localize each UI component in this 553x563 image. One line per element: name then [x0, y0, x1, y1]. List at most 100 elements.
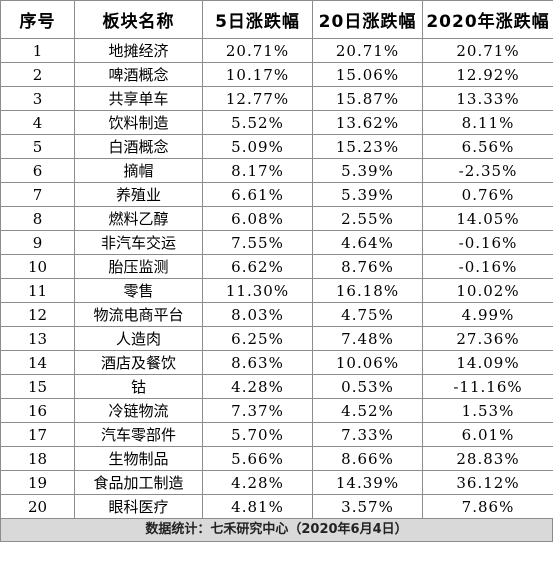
cell-5day-change: 6.62%: [202, 254, 313, 279]
cell-2020-change: 6.56%: [422, 134, 553, 159]
cell-20day-change: 4.52%: [312, 398, 423, 423]
cell-20day-change: 15.06%: [312, 62, 423, 87]
cell-index: 8: [0, 206, 75, 231]
cell-index: 9: [0, 230, 75, 255]
cell-sector-name: 汽车零部件: [74, 422, 203, 447]
cell-2020-change: -0.16%: [422, 254, 553, 279]
table-row: 15 钴 4.28% 0.53% -11.16%: [0, 374, 553, 399]
cell-index: 16: [0, 398, 75, 423]
cell-2020-change: 4.99%: [422, 302, 553, 327]
cell-5day-change: 7.55%: [202, 230, 313, 255]
cell-sector-name: 胎压监测: [74, 254, 203, 279]
cell-5day-change: 4.81%: [202, 494, 313, 519]
cell-5day-change: 8.63%: [202, 350, 313, 375]
cell-index: 17: [0, 422, 75, 447]
cell-index: 2: [0, 62, 75, 87]
cell-5day-change: 6.08%: [202, 206, 313, 231]
table-row: 20 眼科医疗 4.81% 3.57% 7.86%: [0, 494, 553, 519]
cell-5day-change: 8.03%: [202, 302, 313, 327]
table-body: 1 地摊经济 20.71% 20.71% 20.71% 2 啤酒概念 10.17% 15.06%…: [0, 38, 553, 519]
cell-5day-change: 8.17%: [202, 158, 313, 183]
table-row: 1 地摊经济 20.71% 20.71% 20.71%: [0, 38, 553, 63]
cell-sector-name: 物流电商平台: [74, 302, 203, 327]
cell-20day-change: 4.75%: [312, 302, 423, 327]
cell-5day-change: 12.77%: [202, 86, 313, 111]
cell-2020-change: 14.09%: [422, 350, 553, 375]
sector-performance-table: 序号 板块名称 5日涨跌幅 20日涨跌幅 2020年涨跌幅 1 地摊经济 20.71…: [0, 0, 553, 519]
cell-5day-change: 6.25%: [202, 326, 313, 351]
cell-2020-change: 12.92%: [422, 62, 553, 87]
table-row: 2 啤酒概念 10.17% 15.06% 12.92%: [0, 62, 553, 87]
table-row: 6 摘帽 8.17% 5.39% -2.35%: [0, 158, 553, 183]
table-row: 13 人造肉 6.25% 7.48% 27.36%: [0, 326, 553, 351]
cell-20day-change: 3.57%: [312, 494, 423, 519]
cell-5day-change: 4.28%: [202, 374, 313, 399]
table-row: 9 非汽车交运 7.55% 4.64% -0.16%: [0, 230, 553, 255]
cell-2020-change: 13.33%: [422, 86, 553, 111]
header-20day-change: 20日涨跌幅: [312, 0, 423, 39]
cell-2020-change: 8.11%: [422, 110, 553, 135]
table-row: 17 汽车零部件 5.70% 7.33% 6.01%: [0, 422, 553, 447]
cell-20day-change: 13.62%: [312, 110, 423, 135]
cell-sector-name: 养殖业: [74, 182, 203, 207]
cell-20day-change: 14.39%: [312, 470, 423, 495]
cell-20day-change: 8.76%: [312, 254, 423, 279]
table-row: 16 冷链物流 7.37% 4.52% 1.53%: [0, 398, 553, 423]
cell-sector-name: 地摊经济: [74, 38, 203, 63]
cell-20day-change: 8.66%: [312, 446, 423, 471]
cell-5day-change: 4.28%: [202, 470, 313, 495]
cell-index: 5: [0, 134, 75, 159]
cell-20day-change: 15.87%: [312, 86, 423, 111]
cell-2020-change: 1.53%: [422, 398, 553, 423]
cell-index: 15: [0, 374, 75, 399]
cell-20day-change: 5.39%: [312, 182, 423, 207]
cell-sector-name: 钴: [74, 374, 203, 399]
cell-sector-name: 共享单车: [74, 86, 203, 111]
cell-sector-name: 白酒概念: [74, 134, 203, 159]
table-row: 19 食品加工制造 4.28% 14.39% 36.12%: [0, 470, 553, 495]
cell-2020-change: 36.12%: [422, 470, 553, 495]
cell-sector-name: 生物制品: [74, 446, 203, 471]
cell-20day-change: 2.55%: [312, 206, 423, 231]
cell-2020-change: 20.71%: [422, 38, 553, 63]
cell-2020-change: 7.86%: [422, 494, 553, 519]
cell-sector-name: 眼科医疗: [74, 494, 203, 519]
cell-index: 14: [0, 350, 75, 375]
cell-2020-change: -11.16%: [422, 374, 553, 399]
header-index: 序号: [0, 0, 75, 39]
cell-index: 10: [0, 254, 75, 279]
cell-sector-name: 啤酒概念: [74, 62, 203, 87]
source-footer: 数据统计：七禾研究中心（2020年6月4日）: [0, 519, 553, 542]
cell-5day-change: 20.71%: [202, 38, 313, 63]
cell-sector-name: 冷链物流: [74, 398, 203, 423]
cell-index: 18: [0, 446, 75, 471]
cell-20day-change: 20.71%: [312, 38, 423, 63]
cell-5day-change: 6.61%: [202, 182, 313, 207]
table-row: 4 饮料制造 5.52% 13.62% 8.11%: [0, 110, 553, 135]
cell-20day-change: 4.64%: [312, 230, 423, 255]
cell-2020-change: 14.05%: [422, 206, 553, 231]
cell-20day-change: 10.06%: [312, 350, 423, 375]
table-row: 14 酒店及餐饮 8.63% 10.06% 14.09%: [0, 350, 553, 375]
cell-20day-change: 7.33%: [312, 422, 423, 447]
cell-index: 3: [0, 86, 75, 111]
cell-5day-change: 5.09%: [202, 134, 313, 159]
table-row: 8 燃料乙醇 6.08% 2.55% 14.05%: [0, 206, 553, 231]
table-row: 5 白酒概念 5.09% 15.23% 6.56%: [0, 134, 553, 159]
header-row: 序号 板块名称 5日涨跌幅 20日涨跌幅 2020年涨跌幅: [0, 0, 553, 39]
table-row: 10 胎压监测 6.62% 8.76% -0.16%: [0, 254, 553, 279]
table-row: 18 生物制品 5.66% 8.66% 28.83%: [0, 446, 553, 471]
cell-5day-change: 5.66%: [202, 446, 313, 471]
cell-sector-name: 食品加工制造: [74, 470, 203, 495]
table-row: 12 物流电商平台 8.03% 4.75% 4.99%: [0, 302, 553, 327]
cell-index: 7: [0, 182, 75, 207]
table-row: 11 零售 11.30% 16.18% 10.02%: [0, 278, 553, 303]
cell-index: 20: [0, 494, 75, 519]
cell-index: 19: [0, 470, 75, 495]
cell-index: 12: [0, 302, 75, 327]
cell-sector-name: 饮料制造: [74, 110, 203, 135]
cell-index: 13: [0, 326, 75, 351]
cell-5day-change: 5.70%: [202, 422, 313, 447]
cell-sector-name: 非汽车交运: [74, 230, 203, 255]
